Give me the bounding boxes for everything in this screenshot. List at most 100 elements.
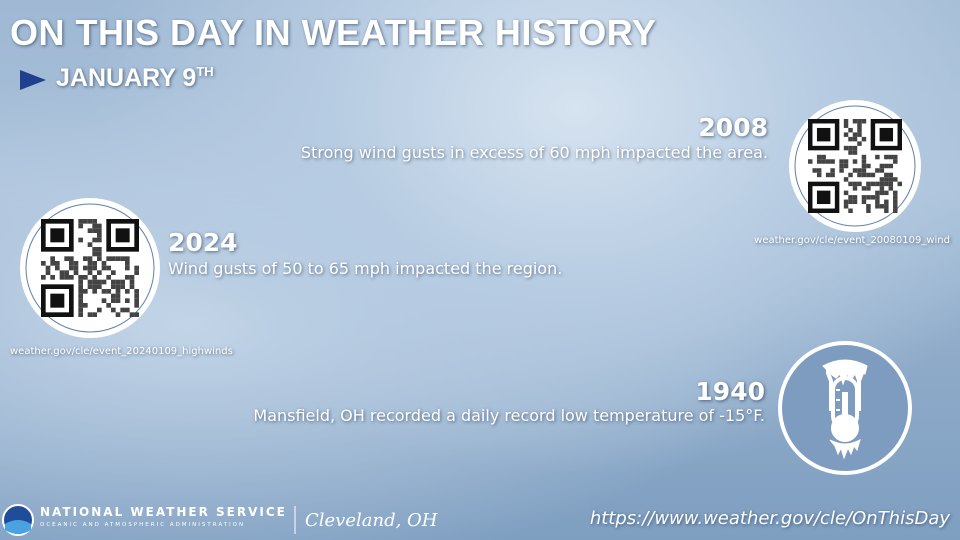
qr-module [111,256,116,261]
qr-module [120,279,125,285]
qr-module [87,242,93,247]
qr-module [115,289,121,294]
qr-module [875,195,880,200]
qr-module [879,204,885,209]
qr-module [852,132,858,137]
qr-module [848,199,853,205]
agency: NATIONAL WEATHER SERVICE [40,505,287,519]
qr-module [852,145,858,151]
qr-module [893,177,898,182]
qr-module [97,233,102,238]
qr-module [92,251,97,257]
qr-module [129,312,135,317]
qr-module [848,195,853,200]
qr-module [87,270,93,275]
qr-module [125,265,130,271]
qr-module [852,119,858,124]
qr-module [120,307,125,313]
qr-module [852,186,858,191]
qr-module [97,284,102,289]
qr-module [816,168,822,173]
qr-module [861,136,867,142]
qr-module [816,127,831,142]
qr-module [879,181,885,187]
qr-module [812,168,817,173]
qr-module [893,208,898,213]
qr-module [59,275,65,280]
qr-module [78,219,83,224]
qr-module [852,195,858,200]
qr-module [884,181,889,187]
qr-module [129,275,135,280]
qr-module [83,256,88,261]
url: https://www.weather.gov/cle/OnThisDay [589,508,950,529]
qr-module [848,145,853,151]
qr-module [843,163,849,169]
qr-module [861,186,867,191]
qr-module [852,199,858,205]
qr-module [875,181,880,187]
qr-module [106,289,111,294]
qr-module [861,195,867,200]
qr-module [816,154,822,160]
qr-module [64,256,69,261]
qr-module [884,199,889,205]
qr-module [83,303,88,308]
qr-module [848,150,853,155]
qr-module [92,228,97,233]
qr-module [857,119,862,124]
qr-module [97,237,102,243]
qr-module [893,199,898,205]
qr-module [893,195,898,200]
qr-module [111,279,116,285]
qr-module [45,265,51,271]
qr-module [857,132,862,137]
qr-module [879,163,885,169]
qr-module [861,154,867,160]
qr-module [879,177,885,182]
qr-code [41,219,139,317]
qr-module [69,261,74,266]
date-text: JANUARY 9 [56,64,197,92]
qr-module [866,186,871,191]
event-text: Mansfield, OH recorded a daily record lo… [253,406,765,425]
qr-module [870,172,876,178]
qr-module [879,127,894,142]
qr-module [101,261,107,266]
qr-module [848,136,853,142]
qr-module [115,298,121,303]
qr-module [59,270,65,275]
qr-module [120,256,125,261]
qr-module [852,150,858,155]
qr-module [64,270,69,275]
qr-module [92,312,97,317]
qr-module [843,190,849,196]
qr-module [73,265,79,271]
qr-module [866,204,871,209]
qr-module [92,289,97,294]
qr-module [897,181,902,187]
qr-module [821,154,826,160]
qr-module [111,293,116,299]
qr-module [888,172,894,178]
qr-module [884,204,889,209]
qr-module [866,172,871,178]
qr-module [843,123,849,128]
qr-module [843,177,849,182]
qr-module [50,275,55,280]
event-year: 2008 [698,113,768,142]
qr-module [870,181,876,187]
qr-module [92,265,97,271]
qr-module [69,275,74,280]
qr-module [55,261,60,266]
qr-module [50,261,55,266]
qr-module [857,127,862,133]
qr-module [125,261,130,266]
qr-module [816,190,831,205]
qr-module [97,228,102,233]
qr-module [875,190,880,196]
qr-module [879,168,885,173]
qr-module [134,270,139,275]
event-year: 1940 [695,377,765,406]
